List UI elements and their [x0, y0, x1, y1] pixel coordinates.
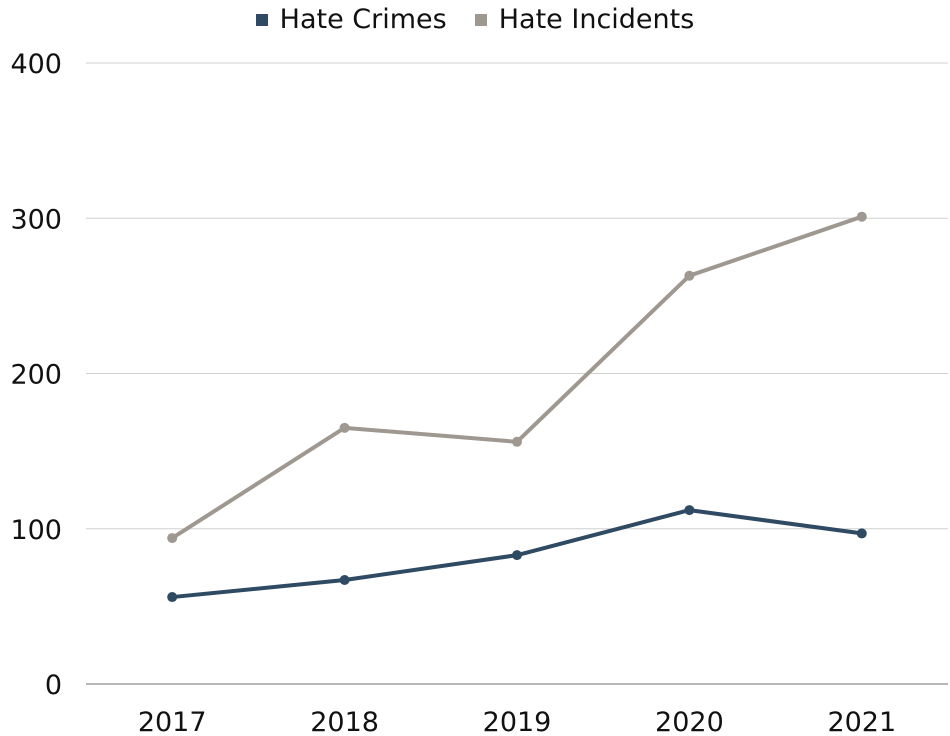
data-point-hate-incidents — [339, 422, 350, 433]
gridlines — [86, 62, 948, 685]
legend-label-hate-incidents: Hate Incidents — [498, 4, 695, 35]
x-tick-label: 2020 — [655, 707, 724, 736]
legend-swatch-hate-crimes — [255, 13, 268, 26]
y-tick-label: 100 — [10, 515, 62, 546]
data-point-hate-crimes — [167, 592, 178, 603]
data-point-hate-incidents — [167, 533, 178, 544]
y-tick-label: 300 — [10, 204, 62, 235]
legend-label-hate-crimes: Hate Crimes — [279, 4, 447, 35]
legend-item-hate-crimes: Hate Crimes — [255, 4, 447, 35]
y-axis-ticks: 0 100 200 300 400 — [10, 49, 62, 701]
data-point-hate-incidents — [512, 436, 522, 447]
x-tick-label: 2018 — [310, 707, 379, 736]
legend-swatch-hate-incidents — [474, 13, 487, 26]
data-point-hate-incidents — [684, 270, 695, 281]
data-point-hate-crimes — [512, 550, 522, 561]
data-point-hate-crimes — [684, 505, 695, 516]
legend-item-hate-incidents: Hate Incidents — [474, 4, 695, 35]
data-point-hate-crimes — [856, 528, 867, 539]
series-line-hate-incidents — [170, 214, 864, 541]
series-group — [167, 211, 867, 603]
y-tick-label: 0 — [45, 670, 62, 701]
x-axis-ticks: 2017 2018 2019 2020 2021 — [138, 707, 896, 736]
data-point-hate-crimes — [339, 574, 350, 585]
x-tick-label: 2019 — [483, 707, 552, 736]
chart-legend: Hate Crimes Hate Incidents — [0, 4, 950, 35]
y-tick-label: 200 — [10, 360, 62, 391]
x-tick-label: 2021 — [827, 707, 896, 736]
y-tick-label: 400 — [10, 49, 62, 80]
data-point-hate-incidents — [856, 211, 867, 222]
x-tick-label: 2017 — [138, 707, 207, 736]
